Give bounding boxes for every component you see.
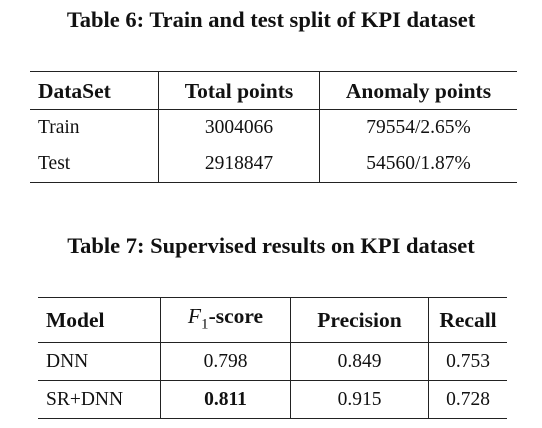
table6-kpi-split: DataSet Total points Anomaly points Trai… [30, 71, 517, 183]
table6-header-anomaly-points: Anomaly points [319, 71, 517, 110]
f1-symbol: F1 [187, 304, 209, 332]
f1-letter: F [187, 304, 202, 328]
table6-header-dataset: DataSet [30, 71, 159, 110]
table6-cell-dataset: Train [38, 117, 80, 138]
table-row: SR+DNN 0.811 0.915 0.728 [38, 380, 507, 419]
table6-cell-anomaly-points: 79554/2.65% [319, 109, 517, 146]
f1-suffix: -score [208, 304, 264, 328]
table7-cell-precision: 0.849 [290, 342, 429, 381]
f1-subscript: 1 [201, 316, 209, 333]
table7-header-row: Model F1-score Precision Recall [38, 297, 507, 344]
table6-cell-total-points: 3004066 [158, 109, 320, 146]
table6-header-row: DataSet Total points Anomaly points [30, 71, 517, 110]
table7-header-precision: Precision [290, 297, 429, 344]
table6-cell-dataset: Test [38, 153, 71, 174]
table7-cell-f1-score: 0.798 [160, 342, 291, 381]
table6-cell-anomaly-points: 54560/1.87% [319, 146, 517, 183]
table7-cell-recall: 0.753 [428, 342, 507, 381]
table7-cell-model: SR+DNN [38, 380, 161, 419]
table7-caption: Table 7: Supervised results on KPI datas… [67, 233, 475, 258]
table7-cell-f1-score: 0.811 [160, 380, 291, 419]
table7-cell-precision: 0.915 [290, 380, 429, 419]
table6-cell-total-points: 2918847 [158, 146, 320, 183]
table7-header-recall: Recall [428, 297, 507, 344]
table-row: Train 3004066 79554/2.65% [30, 109, 517, 146]
table7-header-f1-score: F1-score [160, 297, 291, 344]
table7-header-model: Model [38, 297, 161, 344]
table6-header-total-points: Total points [158, 71, 320, 110]
table7-cell-model: DNN [46, 350, 89, 372]
table-row: DNN 0.798 0.849 0.753 [38, 342, 507, 381]
table6-caption: Table 6: Train and test split of KPI dat… [66, 7, 476, 32]
table7-cell-recall: 0.728 [428, 380, 507, 419]
table7-supervised-results: Model F1-score Precision Recall DNN 0.79… [38, 297, 507, 420]
table-row: Test 2918847 54560/1.87% [30, 146, 517, 183]
